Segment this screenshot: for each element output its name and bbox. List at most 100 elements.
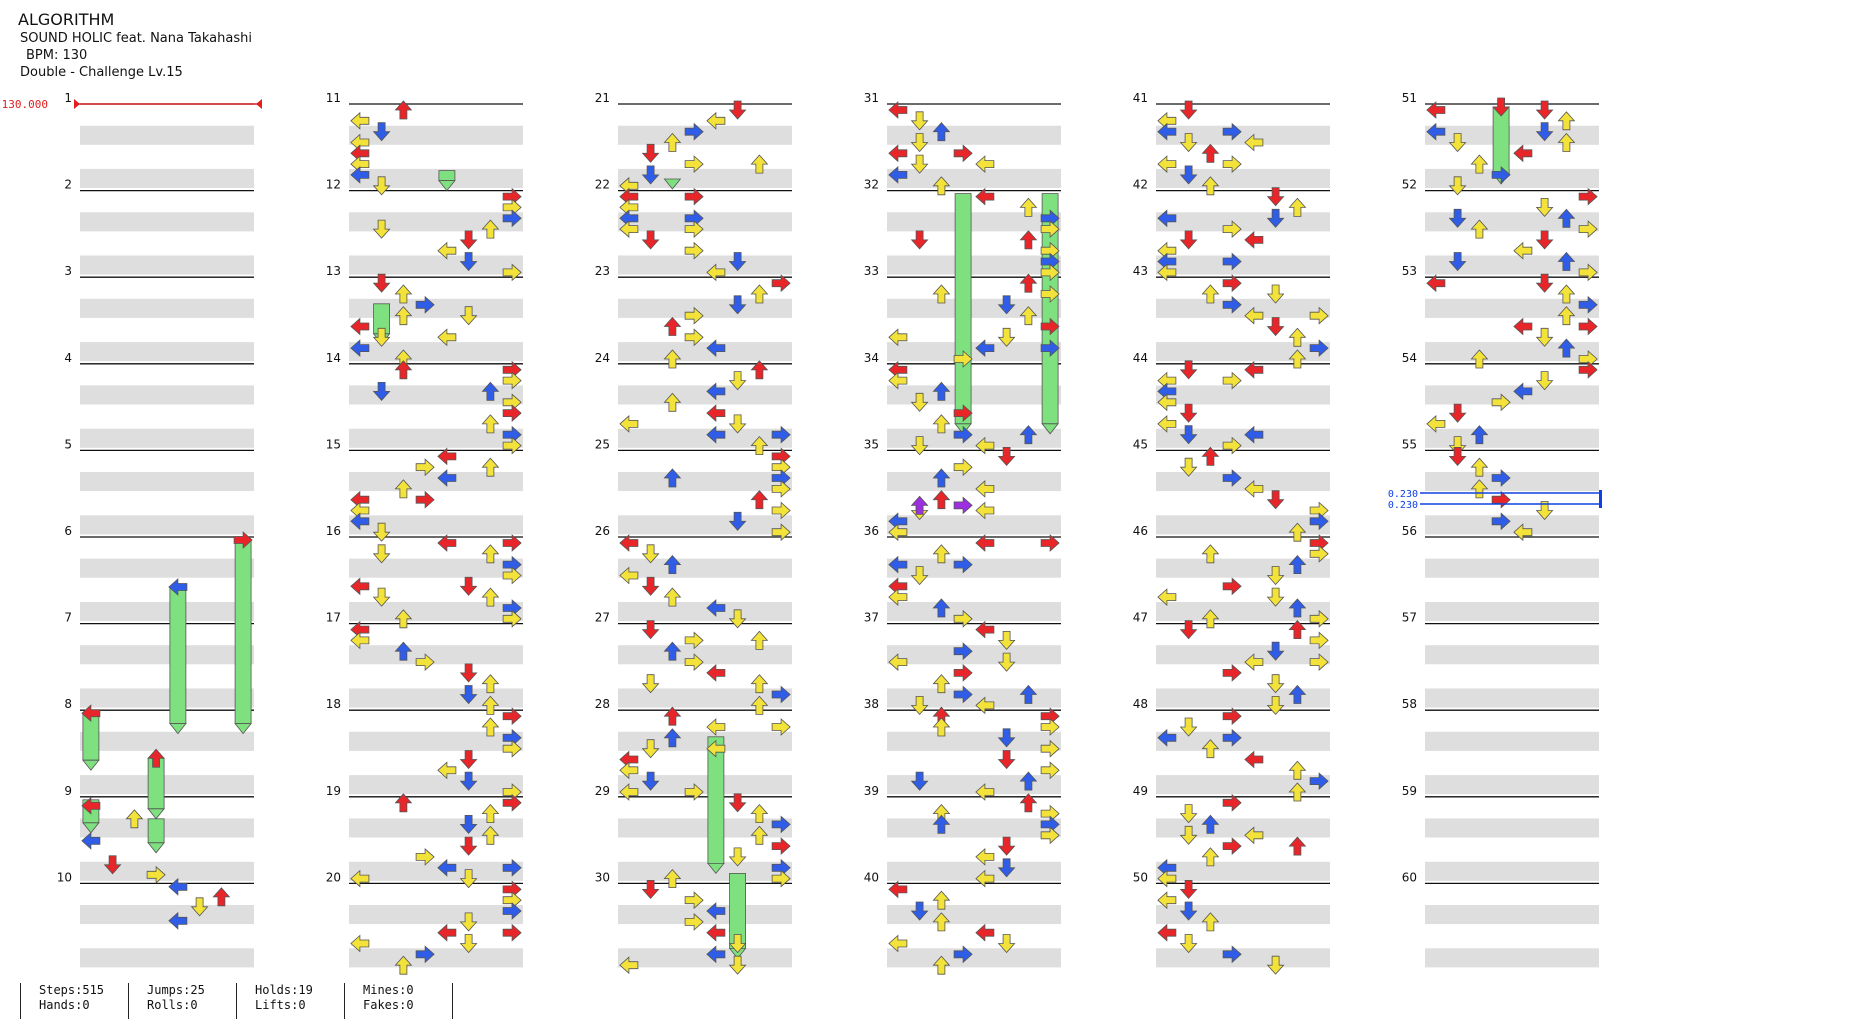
step-arrow-shape: [415, 653, 435, 671]
step-arrow: [502, 739, 522, 758]
step-arrow-shape: [1040, 285, 1060, 303]
step-arrow: [1309, 631, 1329, 650]
step-arrow-shape: [1019, 273, 1038, 293]
step-arrow: [619, 209, 639, 228]
step-arrow-shape: [953, 664, 973, 682]
step-arrow: [953, 425, 973, 444]
step-arrow: [1222, 707, 1242, 726]
step-arrow: [888, 523, 908, 542]
step-arrow: [1179, 133, 1198, 153]
step-arrow: [953, 642, 973, 661]
step-arrow-shape: [1448, 403, 1467, 423]
step-arrow: [1157, 122, 1177, 141]
step-arrow: [663, 868, 682, 888]
step-arrow: [1557, 132, 1576, 152]
step-arrow-shape: [953, 496, 973, 515]
step-arrow-shape: [1557, 111, 1576, 131]
step-arrow-shape: [771, 685, 791, 704]
step-arrow-shape: [684, 241, 704, 260]
beat-band: [887, 645, 1061, 665]
step-arrow: [684, 631, 704, 650]
step-arrow: [1201, 446, 1220, 466]
beat-band: [349, 385, 523, 405]
step-arrow: [750, 630, 769, 650]
step-arrow-shape: [1040, 739, 1060, 758]
beat-band: [349, 168, 523, 188]
step-arrow-shape: [1309, 631, 1329, 650]
beat-band: [1156, 558, 1330, 578]
hold-tail: [147, 842, 165, 854]
step-arrow-shape: [502, 263, 522, 282]
step-arrow-shape: [728, 847, 747, 867]
stats-col-holds: Holds:19 Lifts:0: [236, 983, 361, 1019]
step-arrow-shape: [394, 306, 413, 326]
bpm-marker-end: [256, 99, 262, 109]
step-arrow: [1244, 750, 1264, 769]
step-arrow-shape: [1222, 436, 1242, 455]
step-arrow-shape: [953, 425, 973, 444]
step-arrow: [975, 436, 995, 455]
step-arrow: [706, 404, 726, 422]
step-arrow: [502, 566, 522, 585]
step-arrow-shape: [1157, 415, 1177, 433]
beat-band: [618, 948, 792, 968]
step-arrow-shape: [953, 458, 973, 477]
step-arrow: [1288, 522, 1307, 542]
step-arrow: [415, 295, 435, 314]
step-arrow: [394, 641, 413, 661]
step-arrow-shape: [81, 796, 101, 815]
step-arrow: [1222, 793, 1242, 812]
step-arrow: [437, 328, 457, 347]
step-arrow-shape: [502, 707, 522, 726]
step-arrow: [1448, 403, 1467, 423]
step-arrow-shape: [481, 695, 500, 715]
step-arrow-shape: [459, 815, 478, 835]
measure-number: 52: [1402, 178, 1417, 192]
step-arrow-shape: [502, 534, 522, 552]
measure-number: 29: [595, 784, 610, 798]
beat-band: [1156, 255, 1330, 275]
step-arrow: [1244, 425, 1264, 444]
step-arrow: [932, 674, 951, 694]
step-arrow-shape: [932, 814, 951, 834]
step-arrow-shape: [728, 955, 747, 975]
step-arrow: [771, 501, 791, 520]
step-arrow-shape: [684, 913, 704, 931]
step-arrow-shape: [459, 750, 478, 770]
measure-number: 1: [64, 91, 72, 105]
step-arrow: [1201, 847, 1220, 867]
step-arrow: [437, 534, 457, 552]
step-arrow-shape: [750, 284, 769, 304]
step-arrow-shape: [168, 578, 188, 596]
step-arrow-shape: [1288, 554, 1307, 574]
song-artist: SOUND HOLIC feat. Nana Takahashi: [20, 31, 252, 46]
step-arrow-shape: [975, 923, 995, 942]
step-arrow-shape: [350, 133, 370, 152]
step-arrow: [1157, 415, 1177, 433]
step-arrow: [1426, 122, 1446, 141]
step-arrow: [1179, 717, 1198, 737]
step-arrow: [394, 306, 413, 326]
step-arrow: [168, 911, 188, 930]
step-arrow-shape: [1513, 317, 1533, 336]
beat-band: [1156, 602, 1330, 622]
step-arrow-shape: [1019, 197, 1038, 217]
step-arrow: [1157, 382, 1177, 401]
step-arrow-shape: [1222, 707, 1242, 726]
step-arrow: [350, 620, 370, 639]
measure-number: 56: [1402, 524, 1417, 538]
step-arrow-shape: [350, 111, 370, 130]
step-arrow: [1470, 425, 1489, 445]
step-arrow-shape: [394, 641, 413, 661]
step-arrow-shape: [350, 577, 370, 596]
step-arrow: [1201, 912, 1220, 932]
step-arrow-shape: [888, 512, 908, 531]
step-arrow-shape: [437, 328, 457, 347]
step-arrow-shape: [459, 836, 478, 856]
step-arrow-shape: [1201, 912, 1220, 932]
step-arrow: [641, 674, 660, 694]
step-arrow: [1513, 382, 1533, 401]
step-arrow: [728, 955, 747, 975]
step-arrow-shape: [350, 501, 370, 520]
step-arrow: [888, 880, 908, 899]
